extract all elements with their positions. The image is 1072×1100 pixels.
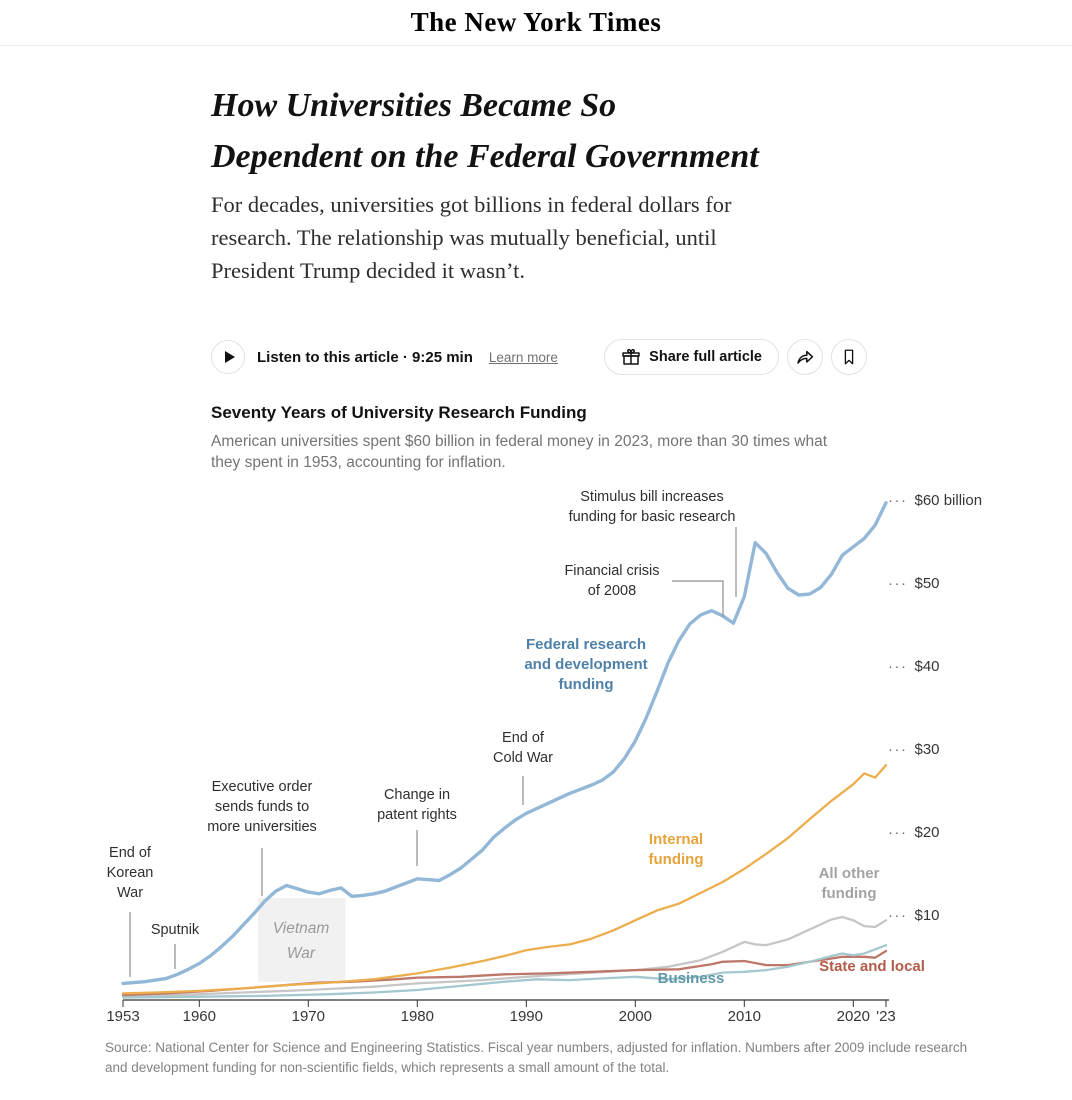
dotted-leader: ···	[888, 575, 908, 592]
article-subhead: For decades, universities got billions i…	[211, 192, 732, 283]
x-axis-label: 1960	[182, 1008, 216, 1025]
share-full-article-button[interactable]: Share full article	[604, 339, 779, 375]
line-internal-funding	[121, 763, 888, 995]
x-axis-label: '23	[876, 1008, 896, 1025]
listen-controls: Listen to this article · 9:25 min Learn …	[211, 340, 558, 374]
share-full-article-label: Share full article	[649, 349, 762, 365]
dotted-leader: ···	[888, 492, 908, 509]
annotation-end-korean-war: End of Korean War	[106, 845, 154, 901]
y-axis-label: ··· $10	[888, 907, 940, 924]
y-axis-label-text: $60 billion	[914, 492, 983, 509]
y-axis-label: ··· $50	[888, 575, 940, 592]
annotation-patent-rights: Change in patent rights	[377, 787, 457, 823]
y-axis-label-text: $10	[914, 907, 940, 924]
share-arrow-icon	[795, 347, 815, 367]
series-label-state-local: State and local	[819, 958, 925, 975]
y-axis-label-text: $40	[914, 658, 940, 675]
series-label-internal: Internal funding	[648, 831, 704, 868]
share-button[interactable]	[787, 339, 823, 375]
series-label-federal: Federal research and development funding	[524, 636, 648, 693]
gift-icon	[621, 347, 641, 367]
y-axis-label-text: $20	[914, 824, 940, 841]
line-all-other-funding	[121, 915, 888, 998]
article-headline: How Universities Became So Dependent on …	[211, 87, 759, 175]
dotted-leader: ···	[888, 741, 908, 758]
line-federal-research-and-development-funding	[121, 501, 888, 986]
share-controls: Share full article	[604, 339, 867, 375]
line-business	[121, 944, 888, 999]
play-audio-button[interactable]	[211, 340, 245, 374]
x-axis-label: 2000	[618, 1008, 652, 1025]
x-axis-label: 2020	[836, 1008, 870, 1025]
nyt-logo[interactable]: The New York Times	[410, 7, 662, 37]
annotation-end-cold-war: End of Cold War	[493, 730, 553, 766]
y-axis-label: ··· $30	[888, 741, 940, 758]
y-axis-label-text: $50	[914, 575, 940, 592]
dotted-leader: ···	[888, 658, 908, 675]
annotation-executive-order: Executive order sends funds to more univ…	[207, 779, 317, 835]
y-axis-label-text: $30	[914, 741, 940, 758]
chart-canvas	[121, 501, 889, 1007]
funding-line-chart: Vietnam War End of Korean War Sputnik Ex…	[0, 480, 1072, 1040]
learn-more-link[interactable]: Learn more	[488, 349, 558, 365]
annotation-stimulus-bill: Stimulus bill increases funding for basi…	[568, 489, 736, 525]
y-axis-label: ··· $20	[888, 824, 940, 841]
y-axis-label: ··· $60 billion	[888, 492, 982, 509]
dotted-leader: ···	[888, 907, 908, 924]
annotation-financial-crisis: Financial crisis of 2008	[564, 563, 660, 599]
bookmark-icon	[840, 348, 858, 366]
y-axis-label: ··· $40	[888, 658, 940, 675]
x-axis-label: 1970	[291, 1008, 325, 1025]
vietnam-war-band	[258, 898, 346, 982]
pointer-financial-crisis	[672, 580, 724, 617]
chart-source-note: Source: National Center for Science and …	[105, 1040, 968, 1075]
article-toolbar: Listen to this article · 9:25 min Learn …	[211, 337, 867, 377]
vietnam-war-band-label: Vietnam War	[272, 920, 330, 962]
series-label-business: Business	[657, 970, 725, 987]
x-axis-label: 2010	[727, 1008, 761, 1025]
play-icon	[224, 351, 235, 363]
dotted-leader: ···	[888, 824, 908, 841]
x-axis-label: 1990	[509, 1008, 543, 1025]
masthead: The New York Times	[0, 0, 1072, 46]
listen-label: Listen to this article · 9:25 min	[257, 348, 473, 366]
annotation-sputnik: Sputnik	[150, 922, 200, 938]
bookmark-button[interactable]	[831, 339, 867, 375]
chart-subtitle: American universities spent $60 billion …	[211, 433, 828, 471]
x-axis-label: 1953	[106, 1008, 140, 1025]
series-label-all-other: All other funding	[818, 865, 880, 902]
x-axis-label: 1980	[400, 1008, 434, 1025]
chart-title: Seventy Years of University Research Fun…	[211, 403, 587, 422]
